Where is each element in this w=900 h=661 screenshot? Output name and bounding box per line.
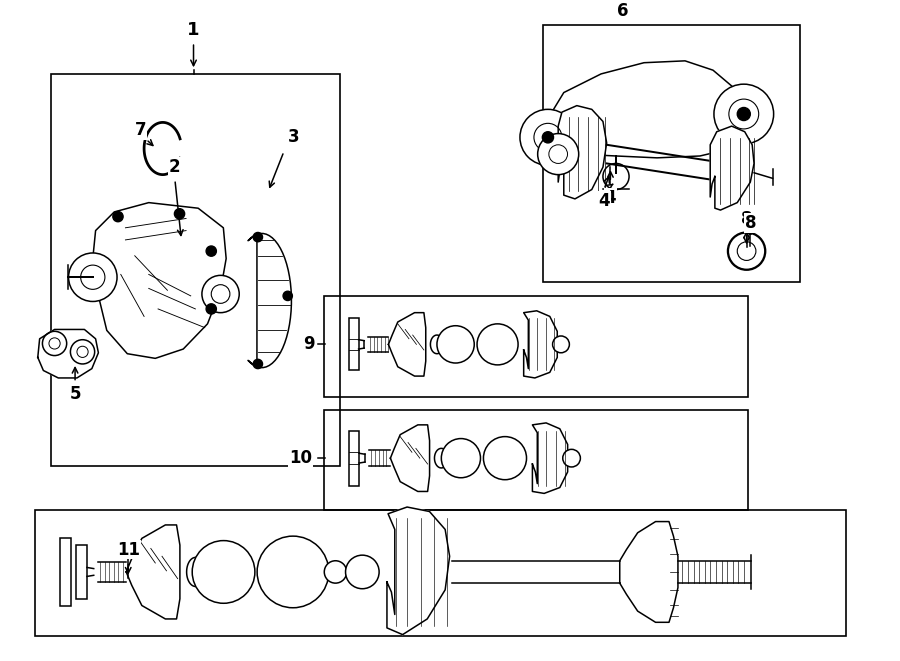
Polygon shape (126, 525, 180, 619)
Polygon shape (391, 425, 429, 492)
Text: 11: 11 (117, 541, 140, 559)
Circle shape (483, 437, 526, 480)
Circle shape (253, 233, 263, 242)
Bar (324, 296, 749, 397)
Polygon shape (524, 311, 557, 378)
Text: 8: 8 (741, 210, 752, 229)
Circle shape (257, 536, 328, 607)
Circle shape (714, 84, 774, 144)
Text: 2: 2 (169, 158, 181, 176)
Circle shape (553, 336, 570, 353)
Circle shape (68, 253, 117, 301)
Circle shape (728, 233, 765, 270)
Text: 4: 4 (598, 192, 609, 210)
Text: 10: 10 (289, 449, 312, 467)
Bar (544, 25, 800, 282)
Text: 9: 9 (303, 335, 315, 354)
Circle shape (477, 324, 518, 365)
Circle shape (436, 326, 474, 363)
Text: 1: 1 (187, 21, 200, 39)
Circle shape (324, 561, 346, 583)
Circle shape (112, 212, 123, 221)
Circle shape (441, 438, 481, 478)
Polygon shape (387, 507, 450, 635)
Bar (349, 431, 359, 486)
Bar (50, 74, 340, 465)
Text: 6: 6 (616, 3, 628, 20)
Circle shape (562, 449, 580, 467)
Circle shape (346, 555, 379, 589)
Polygon shape (389, 313, 426, 376)
Text: 4: 4 (605, 189, 617, 207)
Polygon shape (248, 233, 292, 368)
Text: 3: 3 (287, 128, 299, 146)
Text: 8: 8 (744, 214, 756, 232)
Circle shape (537, 134, 579, 175)
Circle shape (202, 276, 239, 313)
Polygon shape (620, 522, 678, 622)
Bar (349, 318, 358, 370)
Bar (76, 545, 87, 599)
Circle shape (206, 246, 216, 256)
Circle shape (749, 231, 752, 234)
Polygon shape (533, 423, 568, 493)
Circle shape (543, 132, 553, 143)
Polygon shape (558, 106, 607, 199)
Circle shape (253, 360, 263, 369)
Circle shape (737, 108, 751, 120)
Circle shape (520, 109, 576, 165)
Bar (324, 410, 749, 510)
Circle shape (284, 292, 292, 301)
Circle shape (206, 304, 216, 314)
Polygon shape (710, 126, 754, 210)
Text: 7: 7 (134, 121, 146, 139)
Bar (60, 538, 71, 605)
Circle shape (193, 541, 255, 603)
Polygon shape (93, 203, 226, 358)
Circle shape (175, 209, 184, 219)
Polygon shape (542, 61, 751, 158)
Polygon shape (38, 329, 98, 378)
Text: 5: 5 (69, 385, 81, 403)
Bar (35, 510, 846, 637)
